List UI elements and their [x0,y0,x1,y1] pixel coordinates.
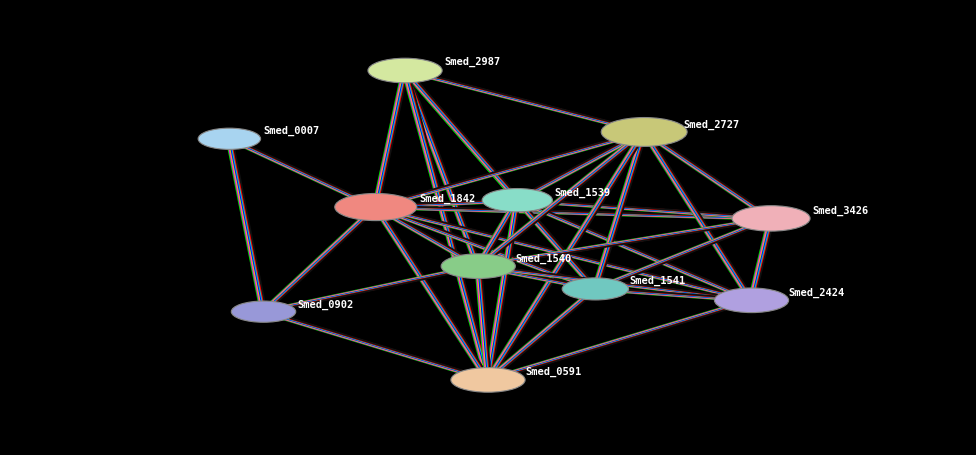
Text: Smed_2987: Smed_2987 [444,56,501,66]
Ellipse shape [198,128,261,149]
Text: Smed_1842: Smed_1842 [420,194,476,204]
Text: Smed_3426: Smed_3426 [812,206,869,216]
Text: Smed_0591: Smed_0591 [525,367,582,377]
Text: Smed_0902: Smed_0902 [298,300,354,310]
Text: Smed_1539: Smed_1539 [554,188,611,198]
Ellipse shape [335,193,417,221]
Ellipse shape [732,206,810,231]
Ellipse shape [601,117,687,147]
Text: Smed_1540: Smed_1540 [515,254,572,264]
Ellipse shape [231,301,296,322]
Text: Smed_0007: Smed_0007 [264,126,320,136]
Text: Smed_1541: Smed_1541 [630,276,686,286]
Text: Smed_2424: Smed_2424 [789,288,845,298]
Ellipse shape [368,58,442,83]
Text: Smed_2727: Smed_2727 [683,120,740,130]
Ellipse shape [482,188,552,212]
Ellipse shape [441,254,515,278]
Ellipse shape [562,278,629,300]
Ellipse shape [714,288,789,313]
Ellipse shape [451,368,525,392]
